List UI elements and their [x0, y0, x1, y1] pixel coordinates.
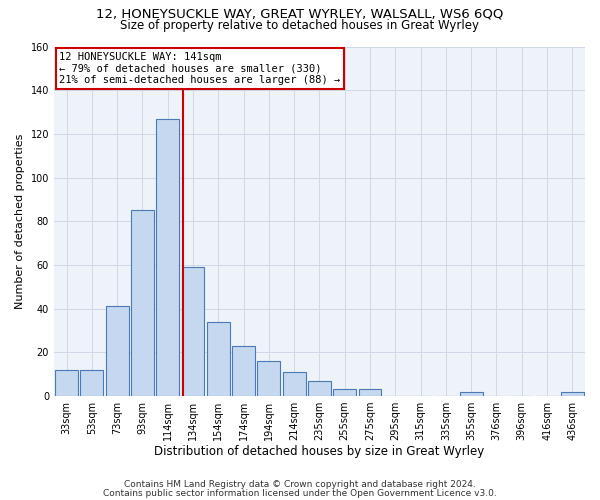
- Bar: [561, 392, 584, 396]
- Y-axis label: Number of detached properties: Number of detached properties: [15, 134, 25, 309]
- Bar: [157, 118, 179, 396]
- Text: Contains HM Land Registry data © Crown copyright and database right 2024.: Contains HM Land Registry data © Crown c…: [124, 480, 476, 489]
- Bar: [80, 370, 103, 396]
- Bar: [55, 370, 78, 396]
- Bar: [131, 210, 154, 396]
- Bar: [283, 372, 305, 396]
- Text: Size of property relative to detached houses in Great Wyrley: Size of property relative to detached ho…: [121, 18, 479, 32]
- Bar: [334, 390, 356, 396]
- Bar: [460, 392, 482, 396]
- Text: Contains public sector information licensed under the Open Government Licence v3: Contains public sector information licen…: [103, 488, 497, 498]
- Bar: [308, 380, 331, 396]
- Text: 12 HONEYSUCKLE WAY: 141sqm
← 79% of detached houses are smaller (330)
21% of sem: 12 HONEYSUCKLE WAY: 141sqm ← 79% of deta…: [59, 52, 340, 85]
- Text: 12, HONEYSUCKLE WAY, GREAT WYRLEY, WALSALL, WS6 6QQ: 12, HONEYSUCKLE WAY, GREAT WYRLEY, WALSA…: [97, 8, 503, 20]
- Bar: [106, 306, 128, 396]
- Bar: [232, 346, 255, 396]
- Bar: [257, 361, 280, 396]
- X-axis label: Distribution of detached houses by size in Great Wyrley: Distribution of detached houses by size …: [154, 444, 485, 458]
- Bar: [359, 390, 382, 396]
- Bar: [207, 322, 230, 396]
- Bar: [182, 267, 205, 396]
